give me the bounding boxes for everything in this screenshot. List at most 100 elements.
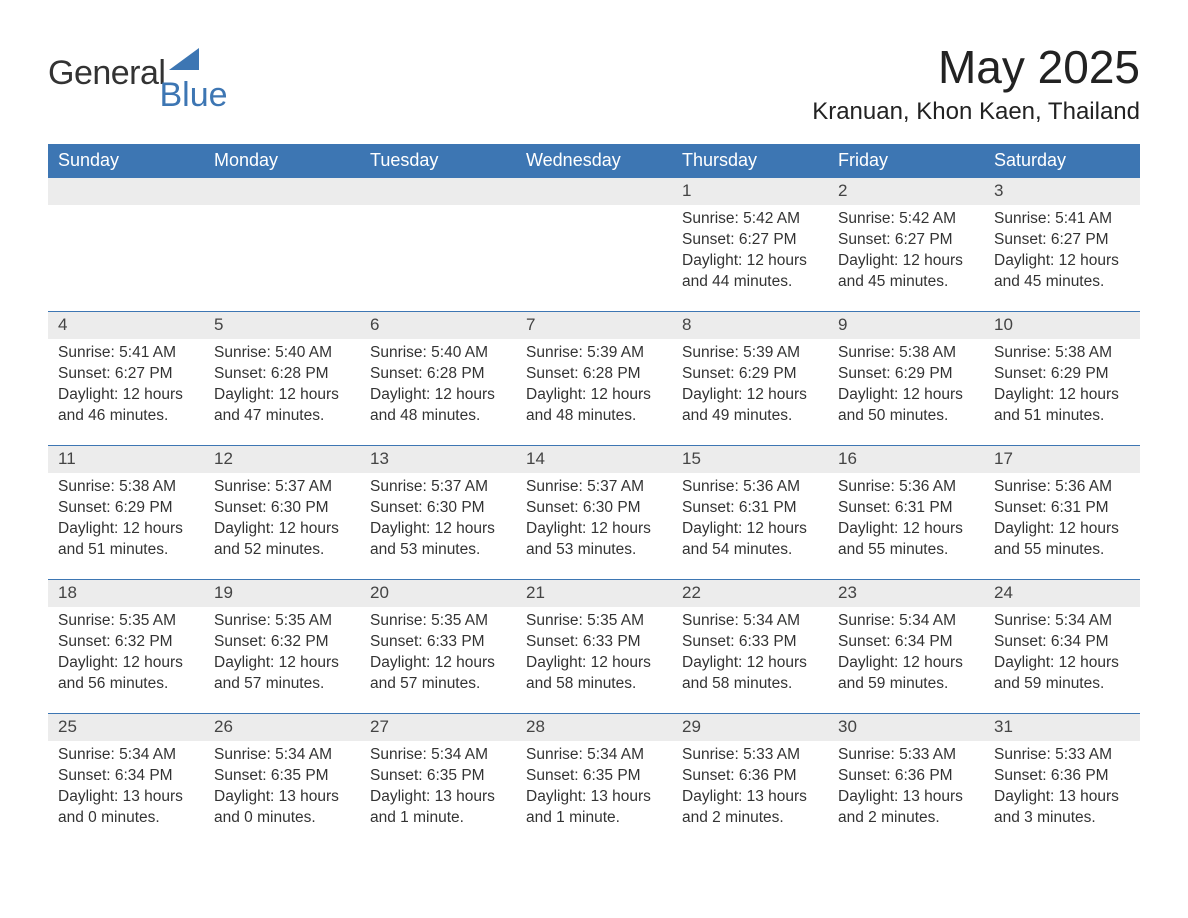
week-row: 18Sunrise: 5:35 AMSunset: 6:32 PMDayligh…: [48, 579, 1140, 707]
sunset-line: Sunset: 6:30 PM: [214, 498, 350, 519]
sunset-line: Sunset: 6:31 PM: [682, 498, 818, 519]
daylight-line: Daylight: 13 hours and 0 minutes.: [214, 787, 350, 829]
daylight-line: Daylight: 12 hours and 45 minutes.: [994, 251, 1130, 293]
sunrise-line: Sunrise: 5:37 AM: [370, 477, 506, 498]
day-number: 1: [672, 178, 828, 205]
sunset-line: Sunset: 6:36 PM: [838, 766, 974, 787]
day-number: [204, 178, 360, 205]
day-number: 12: [204, 446, 360, 473]
day-cell: 29Sunrise: 5:33 AMSunset: 6:36 PMDayligh…: [672, 714, 828, 841]
dow-cell: Tuesday: [360, 144, 516, 177]
day-cell: [48, 178, 204, 305]
sunset-line: Sunset: 6:27 PM: [994, 230, 1130, 251]
day-number: 14: [516, 446, 672, 473]
month-title: May 2025: [812, 40, 1140, 94]
sunrise-line: Sunrise: 5:34 AM: [838, 611, 974, 632]
sunrise-line: Sunrise: 5:41 AM: [994, 209, 1130, 230]
daylight-line: Daylight: 13 hours and 3 minutes.: [994, 787, 1130, 829]
daylight-line: Daylight: 12 hours and 44 minutes.: [682, 251, 818, 293]
day-cell: 15Sunrise: 5:36 AMSunset: 6:31 PMDayligh…: [672, 446, 828, 573]
day-cell: 4Sunrise: 5:41 AMSunset: 6:27 PMDaylight…: [48, 312, 204, 439]
day-number: 11: [48, 446, 204, 473]
day-cell: 24Sunrise: 5:34 AMSunset: 6:34 PMDayligh…: [984, 580, 1140, 707]
dow-cell: Thursday: [672, 144, 828, 177]
day-number: 23: [828, 580, 984, 607]
day-cell: 3Sunrise: 5:41 AMSunset: 6:27 PMDaylight…: [984, 178, 1140, 305]
sunset-line: Sunset: 6:28 PM: [526, 364, 662, 385]
sunset-line: Sunset: 6:27 PM: [682, 230, 818, 251]
sunrise-line: Sunrise: 5:40 AM: [214, 343, 350, 364]
sunrise-line: Sunrise: 5:33 AM: [682, 745, 818, 766]
day-number: 22: [672, 580, 828, 607]
daylight-line: Daylight: 12 hours and 48 minutes.: [370, 385, 506, 427]
day-number: 20: [360, 580, 516, 607]
daylight-line: Daylight: 12 hours and 58 minutes.: [526, 653, 662, 695]
sunset-line: Sunset: 6:36 PM: [682, 766, 818, 787]
sunrise-line: Sunrise: 5:34 AM: [58, 745, 194, 766]
day-number: 26: [204, 714, 360, 741]
day-cell: 16Sunrise: 5:36 AMSunset: 6:31 PMDayligh…: [828, 446, 984, 573]
sunrise-line: Sunrise: 5:39 AM: [682, 343, 818, 364]
day-number: 18: [48, 580, 204, 607]
day-number: 8: [672, 312, 828, 339]
day-cell: 14Sunrise: 5:37 AMSunset: 6:30 PMDayligh…: [516, 446, 672, 573]
sunset-line: Sunset: 6:29 PM: [682, 364, 818, 385]
dow-cell: Saturday: [984, 144, 1140, 177]
daylight-line: Daylight: 12 hours and 55 minutes.: [994, 519, 1130, 561]
day-number: 31: [984, 714, 1140, 741]
sunrise-line: Sunrise: 5:34 AM: [214, 745, 350, 766]
day-number: 15: [672, 446, 828, 473]
day-cell: 31Sunrise: 5:33 AMSunset: 6:36 PMDayligh…: [984, 714, 1140, 841]
sunrise-line: Sunrise: 5:35 AM: [214, 611, 350, 632]
sunrise-line: Sunrise: 5:38 AM: [994, 343, 1130, 364]
day-cell: [360, 178, 516, 305]
daylight-line: Daylight: 13 hours and 2 minutes.: [682, 787, 818, 829]
dow-cell: Monday: [204, 144, 360, 177]
header: General Blue May 2025 Kranuan, Khon Kaen…: [48, 40, 1140, 126]
day-cell: 8Sunrise: 5:39 AMSunset: 6:29 PMDaylight…: [672, 312, 828, 439]
sunset-line: Sunset: 6:33 PM: [370, 632, 506, 653]
day-cell: 17Sunrise: 5:36 AMSunset: 6:31 PMDayligh…: [984, 446, 1140, 573]
sunrise-line: Sunrise: 5:34 AM: [526, 745, 662, 766]
dow-cell: Wednesday: [516, 144, 672, 177]
sunset-line: Sunset: 6:35 PM: [370, 766, 506, 787]
day-number: 28: [516, 714, 672, 741]
dow-cell: Friday: [828, 144, 984, 177]
daylight-line: Daylight: 13 hours and 2 minutes.: [838, 787, 974, 829]
week-row: 4Sunrise: 5:41 AMSunset: 6:27 PMDaylight…: [48, 311, 1140, 439]
day-number: 13: [360, 446, 516, 473]
sunrise-line: Sunrise: 5:36 AM: [682, 477, 818, 498]
sunrise-line: Sunrise: 5:36 AM: [838, 477, 974, 498]
sunset-line: Sunset: 6:29 PM: [838, 364, 974, 385]
daylight-line: Daylight: 13 hours and 0 minutes.: [58, 787, 194, 829]
daylight-line: Daylight: 13 hours and 1 minute.: [370, 787, 506, 829]
day-number: 16: [828, 446, 984, 473]
title-block: May 2025 Kranuan, Khon Kaen, Thailand: [812, 40, 1140, 126]
sunrise-line: Sunrise: 5:35 AM: [58, 611, 194, 632]
day-cell: 23Sunrise: 5:34 AMSunset: 6:34 PMDayligh…: [828, 580, 984, 707]
sunset-line: Sunset: 6:36 PM: [994, 766, 1130, 787]
day-cell: 11Sunrise: 5:38 AMSunset: 6:29 PMDayligh…: [48, 446, 204, 573]
day-cell: 12Sunrise: 5:37 AMSunset: 6:30 PMDayligh…: [204, 446, 360, 573]
daylight-line: Daylight: 12 hours and 47 minutes.: [214, 385, 350, 427]
day-cell: 2Sunrise: 5:42 AMSunset: 6:27 PMDaylight…: [828, 178, 984, 305]
sunrise-line: Sunrise: 5:34 AM: [682, 611, 818, 632]
sunrise-line: Sunrise: 5:42 AM: [682, 209, 818, 230]
day-number: 7: [516, 312, 672, 339]
sunset-line: Sunset: 6:33 PM: [682, 632, 818, 653]
sunrise-line: Sunrise: 5:34 AM: [370, 745, 506, 766]
day-number: [48, 178, 204, 205]
sunset-line: Sunset: 6:28 PM: [370, 364, 506, 385]
daylight-line: Daylight: 12 hours and 48 minutes.: [526, 385, 662, 427]
day-cell: 28Sunrise: 5:34 AMSunset: 6:35 PMDayligh…: [516, 714, 672, 841]
sunset-line: Sunset: 6:27 PM: [838, 230, 974, 251]
week-row: 25Sunrise: 5:34 AMSunset: 6:34 PMDayligh…: [48, 713, 1140, 841]
daylight-line: Daylight: 12 hours and 58 minutes.: [682, 653, 818, 695]
day-number: 6: [360, 312, 516, 339]
sunset-line: Sunset: 6:34 PM: [838, 632, 974, 653]
sunrise-line: Sunrise: 5:37 AM: [214, 477, 350, 498]
sunrise-line: Sunrise: 5:33 AM: [838, 745, 974, 766]
sunrise-line: Sunrise: 5:37 AM: [526, 477, 662, 498]
day-number: [360, 178, 516, 205]
daylight-line: Daylight: 12 hours and 46 minutes.: [58, 385, 194, 427]
